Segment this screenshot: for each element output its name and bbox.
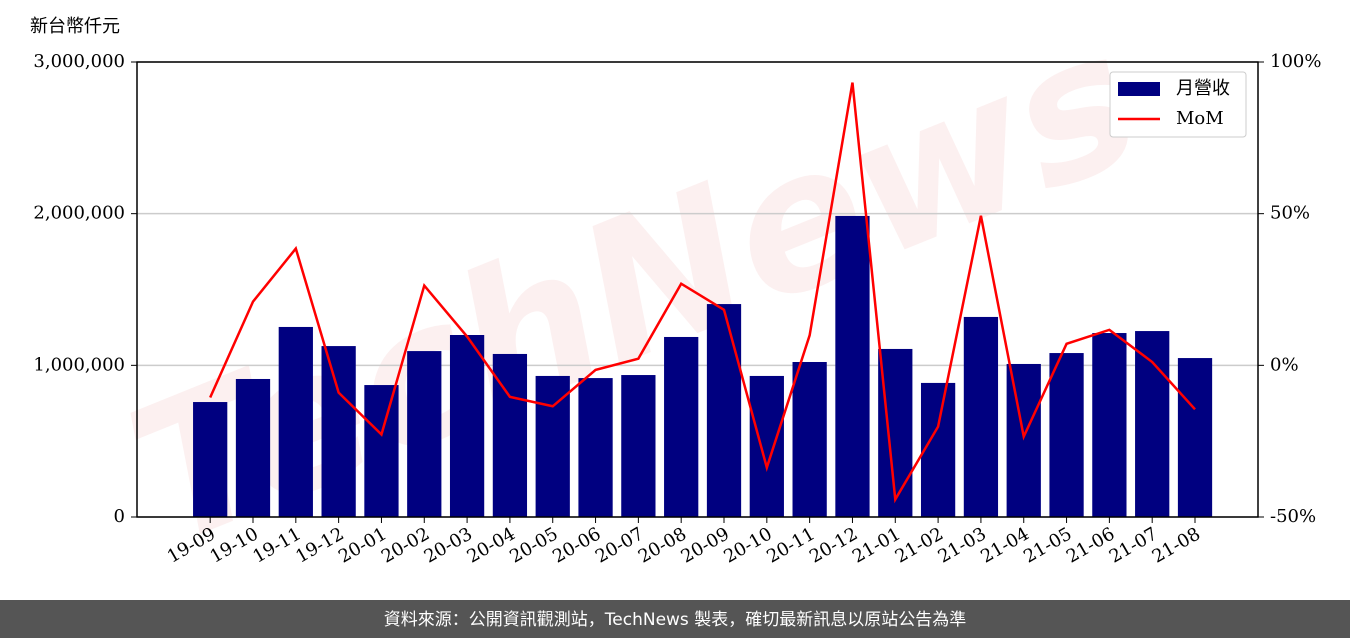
x-tick-label: 21-06 (1063, 523, 1118, 567)
y-tick-label: 1,000,000 (33, 354, 125, 375)
bar (235, 378, 271, 517)
x-tick-label: 20-10 (720, 523, 775, 567)
bar (1092, 333, 1127, 517)
bar (1177, 358, 1213, 517)
source-note: 資料來源：公開資訊觀測站，TechNews 製表，確切最新訊息以原站公告為準 (384, 610, 966, 630)
footer-bar (0, 600, 1350, 638)
bar (449, 335, 485, 517)
bar (364, 385, 399, 517)
y2-tick-label: -50% (1270, 506, 1316, 527)
bar (963, 316, 999, 517)
legend-label: MoM (1176, 108, 1224, 129)
line (209, 82, 1196, 504)
bar (749, 375, 784, 517)
bar (321, 346, 356, 517)
x-tick-label: 20-02 (378, 523, 433, 567)
x-tick-label: 20-09 (678, 523, 733, 567)
x-tick-label: 21-01 (849, 523, 904, 567)
y2-tick-label: 0% (1270, 354, 1299, 375)
bar (835, 215, 870, 518)
bar (193, 402, 228, 517)
x-tick-label: 20-03 (421, 523, 476, 567)
y-tick-label: 0 (114, 506, 125, 527)
plot-frame (136, 61, 1259, 518)
x-tick-label: 21-08 (1149, 523, 1204, 567)
x-tick-label: 20-06 (549, 523, 604, 567)
x-tick-label: 20-08 (635, 523, 690, 567)
x-tick-label: 21-04 (977, 523, 1032, 567)
x-tick-label: 20-12 (806, 523, 861, 567)
bar (664, 336, 699, 517)
x-tick-label: 21-02 (892, 523, 947, 567)
bar (278, 326, 313, 517)
bar (792, 361, 827, 517)
x-tick-label: 20-01 (335, 523, 390, 567)
x-tick-label: 20-11 (763, 523, 818, 567)
x-tick-label: 20-07 (592, 523, 647, 567)
x-tick-label: 20-04 (463, 523, 518, 567)
x-tick-label: 21-03 (934, 523, 989, 567)
bar (706, 304, 742, 517)
bar (407, 351, 442, 517)
bar (1006, 363, 1041, 517)
x-tick-label: 20-05 (506, 523, 561, 567)
x-tick-label: 21-07 (1106, 523, 1161, 567)
y2-tick-label: 50% (1270, 203, 1310, 224)
y-axis-label: 新台幣仟元 (30, 16, 120, 37)
y2-tick-label: 100% (1270, 51, 1321, 72)
y-tick-label: 2,000,000 (33, 203, 125, 224)
bar (621, 375, 656, 517)
legend-swatch (1118, 82, 1160, 96)
x-tick-label: 21-05 (1020, 523, 1075, 567)
bar (1135, 331, 1170, 517)
y-tick-label: 3,000,000 (33, 51, 125, 72)
bar (535, 375, 570, 517)
bar (578, 378, 613, 517)
bar (920, 382, 956, 517)
bar (1049, 353, 1084, 517)
legend-label: 月營收 (1176, 78, 1230, 99)
